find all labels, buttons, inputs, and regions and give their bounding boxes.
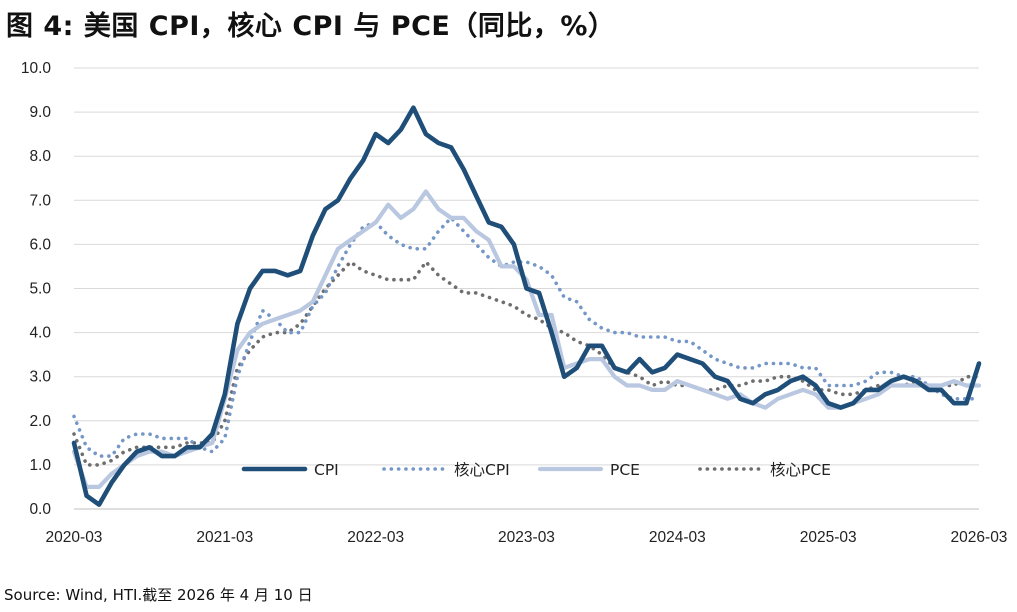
y-tick-label: 9.0 — [29, 104, 51, 121]
y-tick-label: 7.0 — [29, 192, 51, 209]
y-axis-ticks: 0.0 1.0 2.0 3.0 4.0 5.0 6.0 7.0 8.0 9.0 10.0 — [21, 60, 52, 518]
y-tick-label: 10.0 — [21, 60, 52, 77]
x-tick-label: 2020-03 — [46, 529, 103, 546]
series-lines — [71, 105, 982, 507]
legend-label: PCE — [610, 461, 640, 479]
x-tick-label: 2026-03 — [951, 529, 1008, 546]
y-tick-label: 5.0 — [29, 281, 51, 298]
series-line-2 — [72, 216, 981, 458]
grid-lines — [74, 67, 979, 466]
x-tick-label: 2025-03 — [800, 529, 857, 546]
y-tick-label: 1.0 — [29, 457, 51, 474]
y-tick-label: 6.0 — [29, 236, 51, 253]
legend-label: 核心CPI — [454, 461, 510, 479]
source-note: Source: Wind, HTI.截至 2026 年 4 月 10 日 — [4, 586, 313, 604]
y-tick-label: 2.0 — [29, 413, 51, 430]
legend-label: CPI — [314, 461, 339, 479]
chart-title: 图 4: 美国 CPI，核心 CPI 与 PCE（同比，%） — [6, 11, 616, 42]
x-axis: 2020-03 2021-03 2022-03 2023-03 2024-03 2025-… — [46, 508, 1008, 546]
x-tick-label: 2021-03 — [196, 529, 253, 546]
y-tick-label: 8.0 — [29, 148, 51, 165]
series-line-1 — [71, 105, 982, 507]
series-line-4 — [72, 260, 981, 467]
x-tick-label: 2023-03 — [498, 529, 555, 546]
y-tick-label: 3.0 — [29, 369, 51, 386]
series-line-3 — [71, 189, 982, 489]
x-tick-label: 2022-03 — [347, 529, 404, 546]
legend-label: 核心PCE — [770, 461, 831, 479]
y-tick-label: 0.0 — [29, 501, 51, 518]
legend: CPI 核心CPI PCE 核心PCE — [241, 461, 831, 479]
x-tick-label: 2024-03 — [649, 529, 706, 546]
y-tick-label: 4.0 — [29, 325, 51, 342]
